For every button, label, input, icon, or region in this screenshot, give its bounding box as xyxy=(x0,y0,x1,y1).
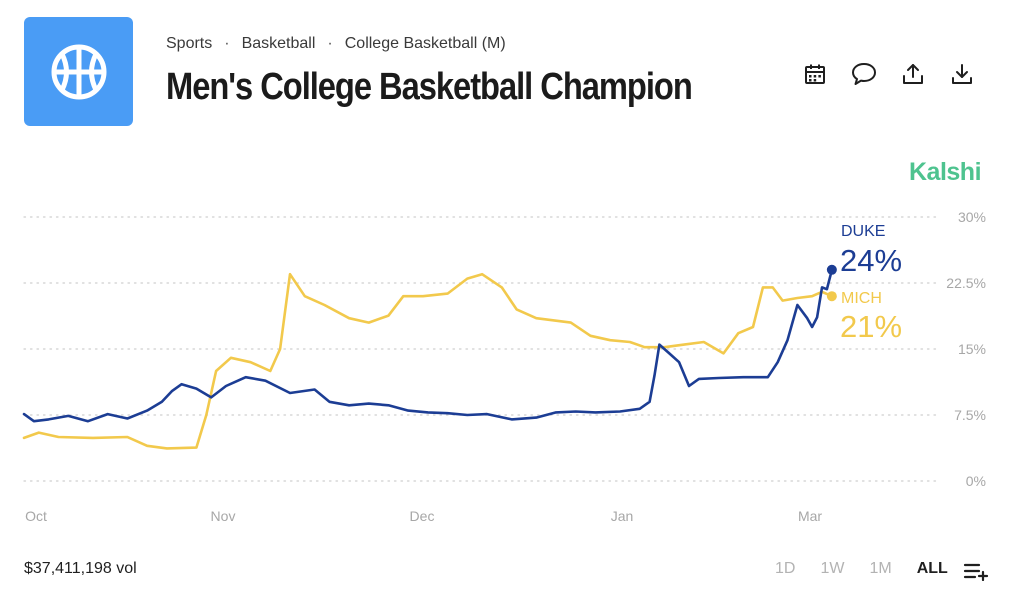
comment-button[interactable] xyxy=(849,60,879,88)
basketball-icon xyxy=(51,44,106,99)
breadcrumb-separator: · xyxy=(327,35,333,52)
y-tick-label: 30% xyxy=(958,209,986,225)
y-tick-label: 15% xyxy=(958,341,986,357)
share-button[interactable] xyxy=(898,60,928,88)
y-tick-label: 7.5% xyxy=(954,407,986,423)
series-value-duke: 24% xyxy=(840,243,902,278)
series-endpoint-duke xyxy=(826,264,837,275)
series-line-duke xyxy=(22,268,834,423)
breadcrumb-item-basketball[interactable]: Basketball xyxy=(241,35,316,52)
x-axis: Oct Nov Dec Jan Mar xyxy=(25,508,822,524)
y-tick-label: 0% xyxy=(966,473,986,489)
series-labels: DUKE 24% MICH 21% xyxy=(840,223,902,344)
breadcrumb: Sports · Basketball · College Basketball… xyxy=(166,35,506,53)
download-button[interactable] xyxy=(947,60,977,88)
basketball-logo xyxy=(24,17,133,126)
volume-label: $37,411,198 vol xyxy=(24,560,137,577)
breadcrumb-item-college-basketball[interactable]: College Basketball (M) xyxy=(344,35,506,52)
x-tick-label: Nov xyxy=(211,508,236,524)
x-tick-label: Oct xyxy=(25,508,47,524)
x-tick-label: Mar xyxy=(798,508,822,524)
x-tick-label: Jan xyxy=(611,508,634,524)
share-icon xyxy=(903,64,923,84)
y-tick-label: 22.5% xyxy=(946,275,986,291)
series-value-mich: 21% xyxy=(840,309,902,344)
page-title: Men's College Basketball Champion xyxy=(166,66,693,108)
x-tick-label: Dec xyxy=(410,508,435,524)
chart-grid xyxy=(23,216,941,482)
range-selector: 1D 1W 1M ALL xyxy=(775,560,973,578)
calendar-icon xyxy=(805,64,825,84)
range-1d-button[interactable]: 1D xyxy=(775,560,796,577)
download-icon xyxy=(952,64,972,84)
series-name-duke: DUKE xyxy=(841,223,885,240)
add-to-list-button[interactable] xyxy=(963,561,989,586)
range-1m-button[interactable]: 1M xyxy=(869,560,892,577)
calendar-button[interactable] xyxy=(800,60,830,88)
breadcrumb-item-sports[interactable]: Sports xyxy=(166,35,213,52)
series-endpoint-mich xyxy=(826,291,837,302)
range-1w-button[interactable]: 1W xyxy=(820,560,845,577)
series-name-mich: MICH xyxy=(841,290,882,307)
comment-icon xyxy=(852,63,876,85)
range-all-button[interactable]: ALL xyxy=(916,560,948,577)
series-line-mich xyxy=(22,272,834,450)
toolbar xyxy=(800,60,996,88)
add-to-list-icon xyxy=(963,563,989,582)
price-chart: 30% 22.5% 15% 7.5% 0% Oct Nov Dec Jan Mar DUKE 24… xyxy=(22,209,986,524)
chart-series xyxy=(22,264,837,450)
kalshi-brand-logo: Kalshi xyxy=(909,158,982,186)
breadcrumb-separator: · xyxy=(224,35,230,52)
y-axis: 30% 22.5% 15% 7.5% 0% xyxy=(946,209,986,489)
